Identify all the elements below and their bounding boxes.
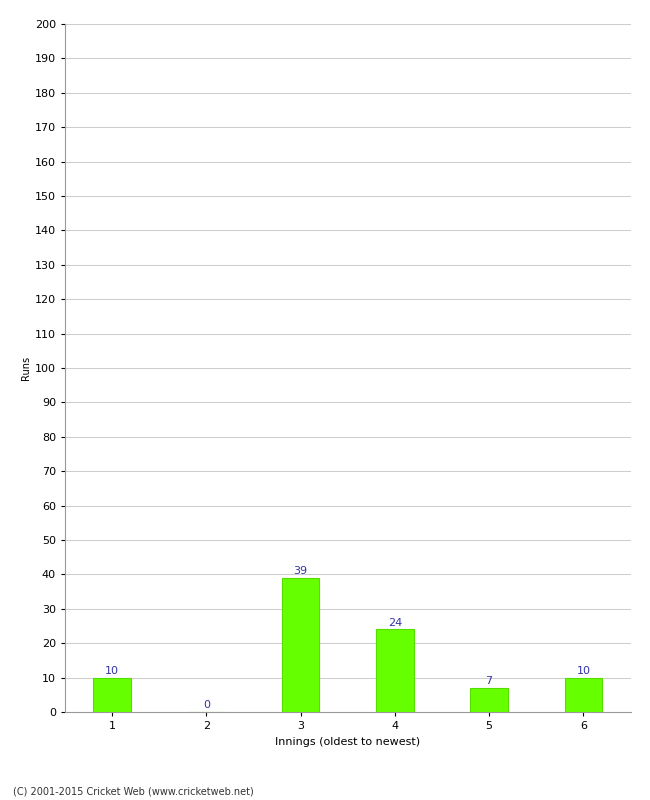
Bar bbox=[564, 678, 602, 712]
X-axis label: Innings (oldest to newest): Innings (oldest to newest) bbox=[275, 737, 421, 746]
Bar bbox=[94, 678, 131, 712]
Bar bbox=[376, 630, 413, 712]
Text: 0: 0 bbox=[203, 700, 210, 710]
Text: 39: 39 bbox=[294, 566, 307, 576]
Text: 10: 10 bbox=[105, 666, 119, 676]
Text: 10: 10 bbox=[577, 666, 590, 676]
Y-axis label: Runs: Runs bbox=[21, 356, 31, 380]
Bar bbox=[470, 688, 508, 712]
Text: (C) 2001-2015 Cricket Web (www.cricketweb.net): (C) 2001-2015 Cricket Web (www.cricketwe… bbox=[13, 786, 254, 796]
Bar bbox=[281, 578, 319, 712]
Text: 7: 7 bbox=[486, 676, 493, 686]
Text: 24: 24 bbox=[388, 618, 402, 628]
